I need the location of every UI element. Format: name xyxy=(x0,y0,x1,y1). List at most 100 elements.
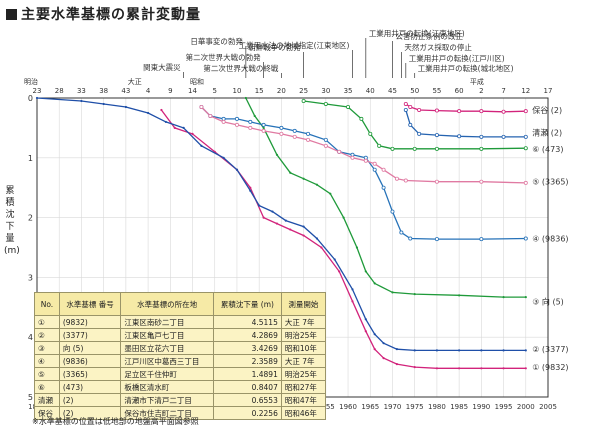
x-tick-label: 1990 xyxy=(472,403,490,411)
era-year-label: 60 xyxy=(455,87,464,95)
data-point xyxy=(248,125,253,130)
data-point xyxy=(261,122,266,127)
data-point xyxy=(199,104,204,109)
data-point xyxy=(337,149,342,154)
era-year-label: 15 xyxy=(255,87,264,95)
data-point xyxy=(292,134,297,139)
data-point xyxy=(306,137,311,142)
table-cell: 0.2256 xyxy=(213,406,282,420)
table-cell: 昭和46年 xyxy=(280,406,327,420)
table-cell: 昭和10年 xyxy=(280,341,327,355)
era-year-label: 45 xyxy=(388,87,397,95)
data-point xyxy=(413,349,416,352)
data-point xyxy=(279,125,284,130)
data-point xyxy=(306,131,311,136)
table-cell: 江戸川区中葛西三丁目 xyxy=(120,354,214,368)
era-year-label: 12 xyxy=(521,87,530,95)
era-name-label: 明治 xyxy=(24,77,38,86)
x-tick-label: 1980 xyxy=(428,403,446,411)
era-name-label: 平成 xyxy=(470,77,484,86)
data-point xyxy=(301,98,306,103)
data-point xyxy=(479,237,484,242)
table-body: ① (9832) 江東区南砂二丁目 4.5115 大正 7年 ② (3377) 江東区亀戸七丁… xyxy=(34,315,327,420)
data-point xyxy=(434,179,439,184)
event-label: 第二次世界大戦の終戦 xyxy=(203,63,278,73)
table-cell: 明治25年 xyxy=(280,328,327,342)
event-label: 第二次世界大戦の勃発 xyxy=(186,52,261,62)
table-cell: 清瀬市下清戸二丁目 xyxy=(120,393,214,407)
data-point xyxy=(302,225,305,228)
era-year-label: 2 xyxy=(479,87,483,95)
data-point xyxy=(413,366,416,369)
data-point xyxy=(222,156,225,159)
data-point xyxy=(234,122,239,127)
era-year-label: 43 xyxy=(121,87,130,95)
data-point xyxy=(368,131,373,136)
data-point xyxy=(373,333,376,336)
era-name-label: 昭和 xyxy=(190,77,204,86)
y-tick-label: 3 xyxy=(28,273,33,282)
data-point xyxy=(412,146,417,151)
event-label: 天然ガス採取の停止 xyxy=(404,42,472,52)
data-point xyxy=(434,133,439,138)
data-point xyxy=(302,177,305,180)
data-point xyxy=(390,146,395,151)
data-point xyxy=(502,349,505,352)
event-label: 工業用井戸の転換(江戸川区) xyxy=(409,53,505,63)
data-point xyxy=(479,109,484,114)
table-cell: 0.8407 xyxy=(213,380,282,394)
data-point xyxy=(102,102,105,106)
data-point xyxy=(182,126,185,129)
series-line xyxy=(405,109,526,138)
data-point xyxy=(403,107,408,112)
data-point xyxy=(502,296,505,299)
data-point xyxy=(458,367,461,370)
data-point xyxy=(351,300,354,303)
table-cell: 2.3589 xyxy=(213,354,282,368)
era-year-label: 14 xyxy=(188,87,197,95)
header-location: 水準基標の所在地 xyxy=(120,292,214,316)
footnote: ※水準基標の位置は低地部の地盤高平面図参照 xyxy=(32,417,199,426)
event-label: 日華事変の勃発 xyxy=(190,36,243,46)
data-point xyxy=(480,349,483,352)
data-point xyxy=(524,367,527,370)
data-point xyxy=(249,189,252,192)
event-label: 工業用井戸の転換(城北地区) xyxy=(418,63,514,73)
header-subsidence: 累積沈下量 (m) xyxy=(213,292,282,316)
era-year-label: 40 xyxy=(366,87,375,95)
era-year-label: 9 xyxy=(168,87,172,95)
table-row: ⑥ (473) 板橋区清水町 0.8407 昭和27年 xyxy=(34,380,327,394)
data-point xyxy=(417,107,422,112)
data-point xyxy=(275,222,279,225)
data-point xyxy=(221,119,226,124)
data-point xyxy=(391,291,394,294)
table-row: ⑤ (3365) 足立区千住仲町 1.4891 明治25年 xyxy=(34,367,327,381)
era-name-label: 大正 xyxy=(128,77,142,86)
data-point xyxy=(403,101,408,106)
table-cell: 4.2869 xyxy=(213,328,282,342)
table-cell: 0.6553 xyxy=(213,393,282,407)
data-point xyxy=(329,192,332,195)
data-point xyxy=(502,367,505,370)
data-point xyxy=(523,236,528,241)
data-point xyxy=(523,134,528,139)
data-point xyxy=(399,230,404,235)
data-point xyxy=(315,237,319,240)
chart-title: 主要水準基標の累計変動量 xyxy=(6,4,201,24)
table-cell: 大正 7年 xyxy=(280,354,327,368)
series-label: ② (3377) xyxy=(532,345,568,354)
series-line xyxy=(245,97,526,298)
table-cell: (2) xyxy=(58,406,122,420)
table-cell: 大正 7年 xyxy=(280,315,327,329)
data-point xyxy=(403,178,408,183)
data-point xyxy=(408,236,413,241)
data-point xyxy=(364,270,367,273)
data-point xyxy=(191,132,194,135)
data-point xyxy=(501,134,506,139)
data-point xyxy=(395,363,399,366)
data-point xyxy=(479,179,484,184)
table-row: 保谷 (2) 保谷市住吉町二丁目 0.2256 昭和46年 xyxy=(34,406,327,420)
data-point xyxy=(364,318,367,321)
era-year-label: 23 xyxy=(33,87,42,95)
table-cell: 江東区南砂二丁目 xyxy=(120,315,214,329)
